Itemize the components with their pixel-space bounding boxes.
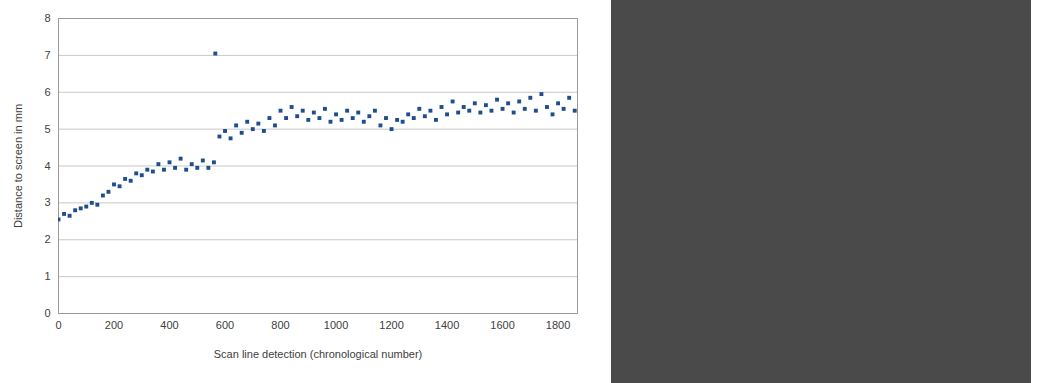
svg-text:2: 2 <box>44 233 50 245</box>
svg-text:600: 600 <box>216 319 234 331</box>
svg-text:800: 800 <box>271 319 289 331</box>
svg-text:1600: 1600 <box>490 319 514 331</box>
svg-text:1200: 1200 <box>379 319 403 331</box>
svg-text:Distance to screen in mm: Distance to screen in mm <box>12 104 24 228</box>
svg-text:1: 1 <box>44 270 50 282</box>
svg-text:7: 7 <box>44 49 50 61</box>
svg-text:5: 5 <box>44 123 50 135</box>
svg-text:Scan line detection (chronolog: Scan line detection (chronological numbe… <box>214 348 423 360</box>
svg-text:1000: 1000 <box>324 319 348 331</box>
svg-text:6: 6 <box>44 86 50 98</box>
svg-text:0: 0 <box>44 307 50 319</box>
svg-text:0: 0 <box>55 319 61 331</box>
svg-text:4: 4 <box>44 160 50 172</box>
svg-text:8: 8 <box>44 12 50 24</box>
svg-text:1800: 1800 <box>546 319 570 331</box>
svg-text:400: 400 <box>160 319 178 331</box>
svg-text:3: 3 <box>44 196 50 208</box>
svg-text:1400: 1400 <box>435 319 459 331</box>
svg-text:200: 200 <box>105 319 123 331</box>
